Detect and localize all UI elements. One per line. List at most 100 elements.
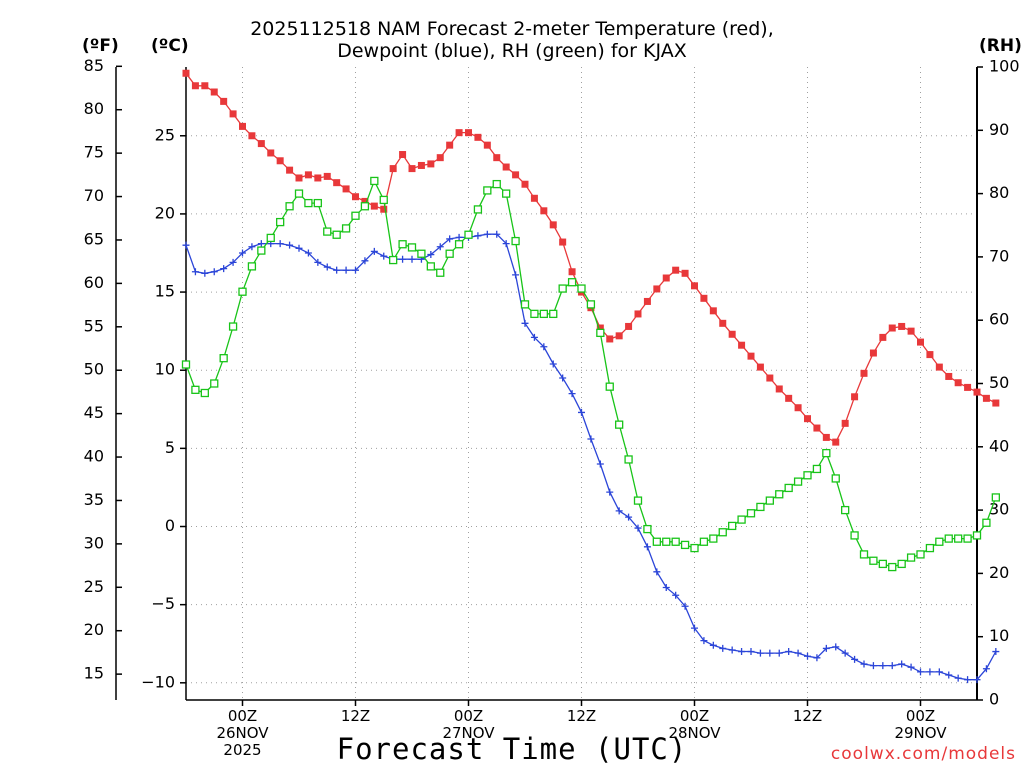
data-point — [851, 393, 859, 401]
data-point — [408, 165, 416, 173]
x-tick-label: 00Z 27NOV — [409, 708, 529, 742]
source-credit: coolwx.com/models — [830, 744, 1016, 764]
data-point — [295, 174, 303, 182]
celsius-tick-label: 10 — [155, 360, 175, 379]
rh-tick-label: 60 — [989, 310, 1009, 329]
data-point — [266, 233, 275, 243]
data-point — [643, 297, 651, 305]
data-point — [935, 668, 943, 676]
data-point — [766, 374, 774, 382]
data-point — [276, 157, 284, 165]
data-point — [512, 271, 520, 279]
data-point — [191, 82, 199, 90]
data-point — [257, 140, 265, 148]
x-tick-label-line: 00Z — [679, 707, 710, 725]
data-point — [728, 521, 737, 531]
data-point — [785, 394, 793, 402]
rh-tick-label: 40 — [989, 436, 1009, 455]
celsius-tick-label: −10 — [141, 672, 175, 691]
data-point — [530, 194, 538, 202]
data-point — [313, 198, 322, 208]
data-point — [436, 243, 444, 251]
data-point — [370, 247, 378, 255]
rh-unit-label: (RH) — [979, 36, 1022, 56]
fahrenheit-tick-label: 70 — [84, 186, 104, 205]
data-point — [351, 211, 360, 220]
data-point — [549, 221, 557, 229]
data-point — [559, 374, 567, 382]
data-point — [228, 322, 238, 331]
fahrenheit-unit-label: (ºF) — [82, 36, 119, 56]
celsius-unit-label: (ºC) — [151, 36, 189, 56]
data-point — [672, 591, 680, 599]
data-point — [182, 241, 190, 249]
data-point — [606, 488, 614, 496]
data-point — [483, 141, 491, 149]
data-point — [502, 163, 510, 171]
data-point — [605, 382, 614, 391]
data-point — [511, 236, 520, 246]
series-dewpoint — [182, 230, 1000, 684]
data-point — [709, 534, 718, 543]
fahrenheit-tick-label: 75 — [84, 143, 104, 162]
data-point — [530, 309, 539, 319]
data-point — [738, 341, 746, 349]
data-point — [512, 171, 520, 179]
data-point — [841, 649, 849, 657]
data-point — [756, 649, 764, 657]
fahrenheit-tick-label: 35 — [84, 490, 104, 509]
data-point — [389, 165, 397, 173]
data-point — [473, 205, 483, 214]
data-point — [954, 534, 963, 543]
data-point — [341, 224, 351, 233]
data-point — [407, 243, 417, 252]
data-point — [925, 543, 935, 553]
data-point — [963, 534, 972, 543]
data-point — [520, 300, 530, 309]
data-point — [859, 550, 869, 559]
data-point — [625, 513, 633, 521]
data-point — [785, 648, 793, 656]
series-rh — [181, 176, 1000, 572]
data-point — [615, 332, 623, 340]
data-point — [775, 490, 784, 499]
data-point — [587, 435, 595, 443]
celsius-tick-label: 0 — [165, 516, 175, 535]
rh-tick-label: 70 — [989, 246, 1009, 265]
data-point — [954, 379, 962, 387]
rh-tick-label: 100 — [989, 57, 1020, 76]
fahrenheit-tick-label: 20 — [84, 620, 104, 639]
data-point — [992, 399, 1000, 407]
fahrenheit-tick-label: 25 — [84, 577, 104, 596]
data-point — [210, 88, 218, 96]
data-point — [766, 649, 774, 657]
data-point — [747, 648, 755, 656]
series-line — [185, 179, 997, 568]
data-point — [972, 531, 982, 540]
data-point — [389, 255, 398, 265]
data-point — [294, 189, 304, 198]
data-point — [596, 460, 604, 468]
data-point — [794, 649, 802, 657]
data-point — [935, 363, 943, 371]
x-tick-label-line: 12Z — [340, 707, 371, 725]
data-point — [793, 477, 803, 486]
data-point — [380, 205, 388, 213]
data-point — [804, 652, 811, 660]
data-point — [728, 330, 736, 338]
data-point — [549, 360, 557, 368]
rh-tick-label: 10 — [989, 626, 1009, 645]
data-point — [436, 154, 444, 162]
data-point — [502, 189, 511, 198]
data-point — [803, 471, 812, 480]
data-point — [398, 240, 407, 249]
data-point — [229, 258, 237, 266]
rh-tick-label: 50 — [989, 373, 1009, 392]
data-point — [691, 624, 698, 632]
data-point — [709, 641, 717, 649]
data-point — [898, 660, 906, 668]
data-point — [738, 648, 746, 656]
celsius-tick-label: 5 — [165, 438, 175, 457]
data-point — [898, 322, 906, 330]
data-point — [888, 324, 896, 332]
